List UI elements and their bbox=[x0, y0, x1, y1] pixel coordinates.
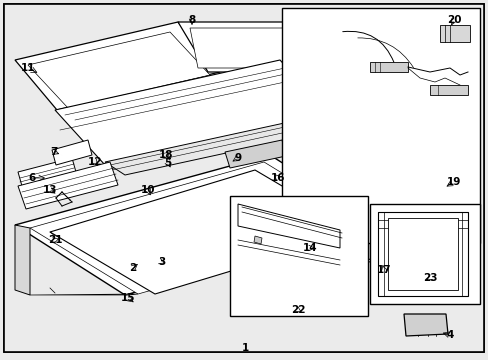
Text: 21: 21 bbox=[48, 235, 62, 245]
Polygon shape bbox=[28, 32, 209, 108]
Polygon shape bbox=[178, 22, 369, 72]
Polygon shape bbox=[353, 238, 389, 260]
Text: 1: 1 bbox=[241, 343, 248, 353]
Text: 10: 10 bbox=[141, 185, 155, 195]
Polygon shape bbox=[238, 204, 339, 248]
Polygon shape bbox=[429, 85, 467, 95]
Text: 19: 19 bbox=[446, 177, 460, 187]
Polygon shape bbox=[105, 112, 354, 175]
Polygon shape bbox=[403, 314, 447, 336]
Text: 15: 15 bbox=[121, 293, 135, 303]
Polygon shape bbox=[387, 218, 457, 290]
Text: 9: 9 bbox=[234, 153, 241, 163]
Text: 2: 2 bbox=[129, 263, 136, 273]
Bar bbox=[369, 204, 479, 304]
Text: 16: 16 bbox=[270, 173, 285, 183]
Polygon shape bbox=[18, 162, 118, 209]
Polygon shape bbox=[325, 254, 339, 269]
Text: 3: 3 bbox=[158, 257, 165, 267]
Text: 22: 22 bbox=[290, 305, 305, 315]
Polygon shape bbox=[30, 162, 371, 294]
Polygon shape bbox=[50, 170, 359, 294]
Text: 7: 7 bbox=[50, 147, 58, 157]
Text: 12: 12 bbox=[87, 157, 102, 167]
Bar bbox=[229, 196, 367, 316]
Polygon shape bbox=[224, 140, 285, 168]
Text: 17: 17 bbox=[376, 265, 390, 275]
Polygon shape bbox=[55, 60, 329, 165]
Text: 20: 20 bbox=[446, 15, 460, 25]
Polygon shape bbox=[18, 158, 76, 186]
Text: 6: 6 bbox=[28, 173, 36, 183]
Text: 18: 18 bbox=[159, 150, 173, 160]
Polygon shape bbox=[264, 244, 285, 261]
Text: 23: 23 bbox=[422, 273, 436, 283]
Polygon shape bbox=[377, 212, 467, 225]
Polygon shape bbox=[321, 68, 461, 78]
Text: 14: 14 bbox=[302, 243, 317, 253]
Text: 13: 13 bbox=[42, 185, 57, 195]
Polygon shape bbox=[15, 22, 220, 110]
Polygon shape bbox=[30, 294, 138, 295]
Polygon shape bbox=[377, 212, 467, 296]
Text: 8: 8 bbox=[188, 15, 195, 25]
Polygon shape bbox=[253, 236, 262, 244]
Polygon shape bbox=[15, 155, 379, 295]
Polygon shape bbox=[309, 148, 354, 162]
Polygon shape bbox=[52, 140, 92, 165]
Text: 4: 4 bbox=[446, 330, 453, 340]
Polygon shape bbox=[15, 225, 30, 295]
Text: 11: 11 bbox=[20, 63, 35, 73]
Polygon shape bbox=[369, 62, 407, 72]
Polygon shape bbox=[439, 25, 469, 42]
Bar bbox=[282, 8, 479, 243]
Polygon shape bbox=[190, 28, 357, 68]
Text: 5: 5 bbox=[164, 158, 171, 168]
